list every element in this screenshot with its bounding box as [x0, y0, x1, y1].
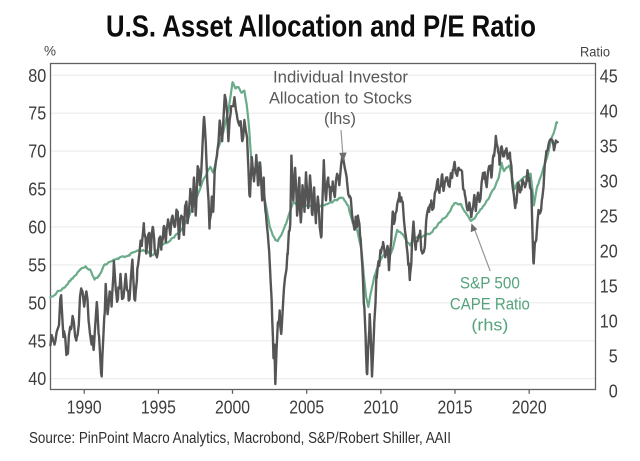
svg-text:5: 5	[609, 346, 618, 366]
svg-text:20: 20	[600, 241, 618, 261]
svg-text:45: 45	[600, 66, 618, 86]
svg-text:75: 75	[28, 104, 46, 124]
svg-text:55: 55	[28, 255, 46, 275]
svg-text:Source: PinPoint Macro Analyti: Source: PinPoint Macro Analytics, Macrob…	[29, 430, 451, 447]
svg-text:CAPE Ratio: CAPE Ratio	[450, 296, 530, 314]
svg-text:2005: 2005	[289, 398, 324, 418]
svg-text:U.S. Asset Allocation and P/E: U.S. Asset Allocation and P/E Ratio	[106, 8, 536, 43]
svg-text:35: 35	[600, 136, 618, 156]
svg-text:50: 50	[28, 293, 46, 313]
svg-text:S&P 500: S&P 500	[460, 275, 520, 293]
svg-text:45: 45	[28, 331, 46, 351]
svg-text:2000: 2000	[215, 398, 250, 418]
svg-text:25: 25	[600, 206, 618, 226]
svg-text:0: 0	[609, 381, 618, 401]
svg-text:(lhs): (lhs)	[324, 110, 356, 128]
svg-text:2020: 2020	[512, 398, 547, 418]
svg-text:70: 70	[28, 142, 46, 162]
svg-text:10: 10	[600, 311, 618, 331]
svg-text:(rhs): (rhs)	[471, 317, 508, 335]
svg-text:Individual Investor: Individual Investor	[273, 69, 409, 87]
svg-text:2010: 2010	[363, 398, 398, 418]
svg-text:15: 15	[600, 276, 618, 296]
svg-text:1990: 1990	[67, 398, 102, 418]
svg-text:80: 80	[28, 66, 46, 86]
svg-text:65: 65	[28, 180, 46, 200]
svg-text:40: 40	[600, 101, 618, 121]
svg-text:60: 60	[28, 218, 46, 238]
svg-text:Allocation to Stocks: Allocation to Stocks	[269, 90, 412, 108]
svg-text:30: 30	[600, 171, 618, 191]
svg-text:Ratio: Ratio	[580, 45, 610, 60]
svg-text:2015: 2015	[438, 398, 473, 418]
svg-text:%: %	[44, 44, 56, 59]
svg-text:1995: 1995	[141, 398, 176, 418]
svg-text:40: 40	[28, 369, 46, 389]
